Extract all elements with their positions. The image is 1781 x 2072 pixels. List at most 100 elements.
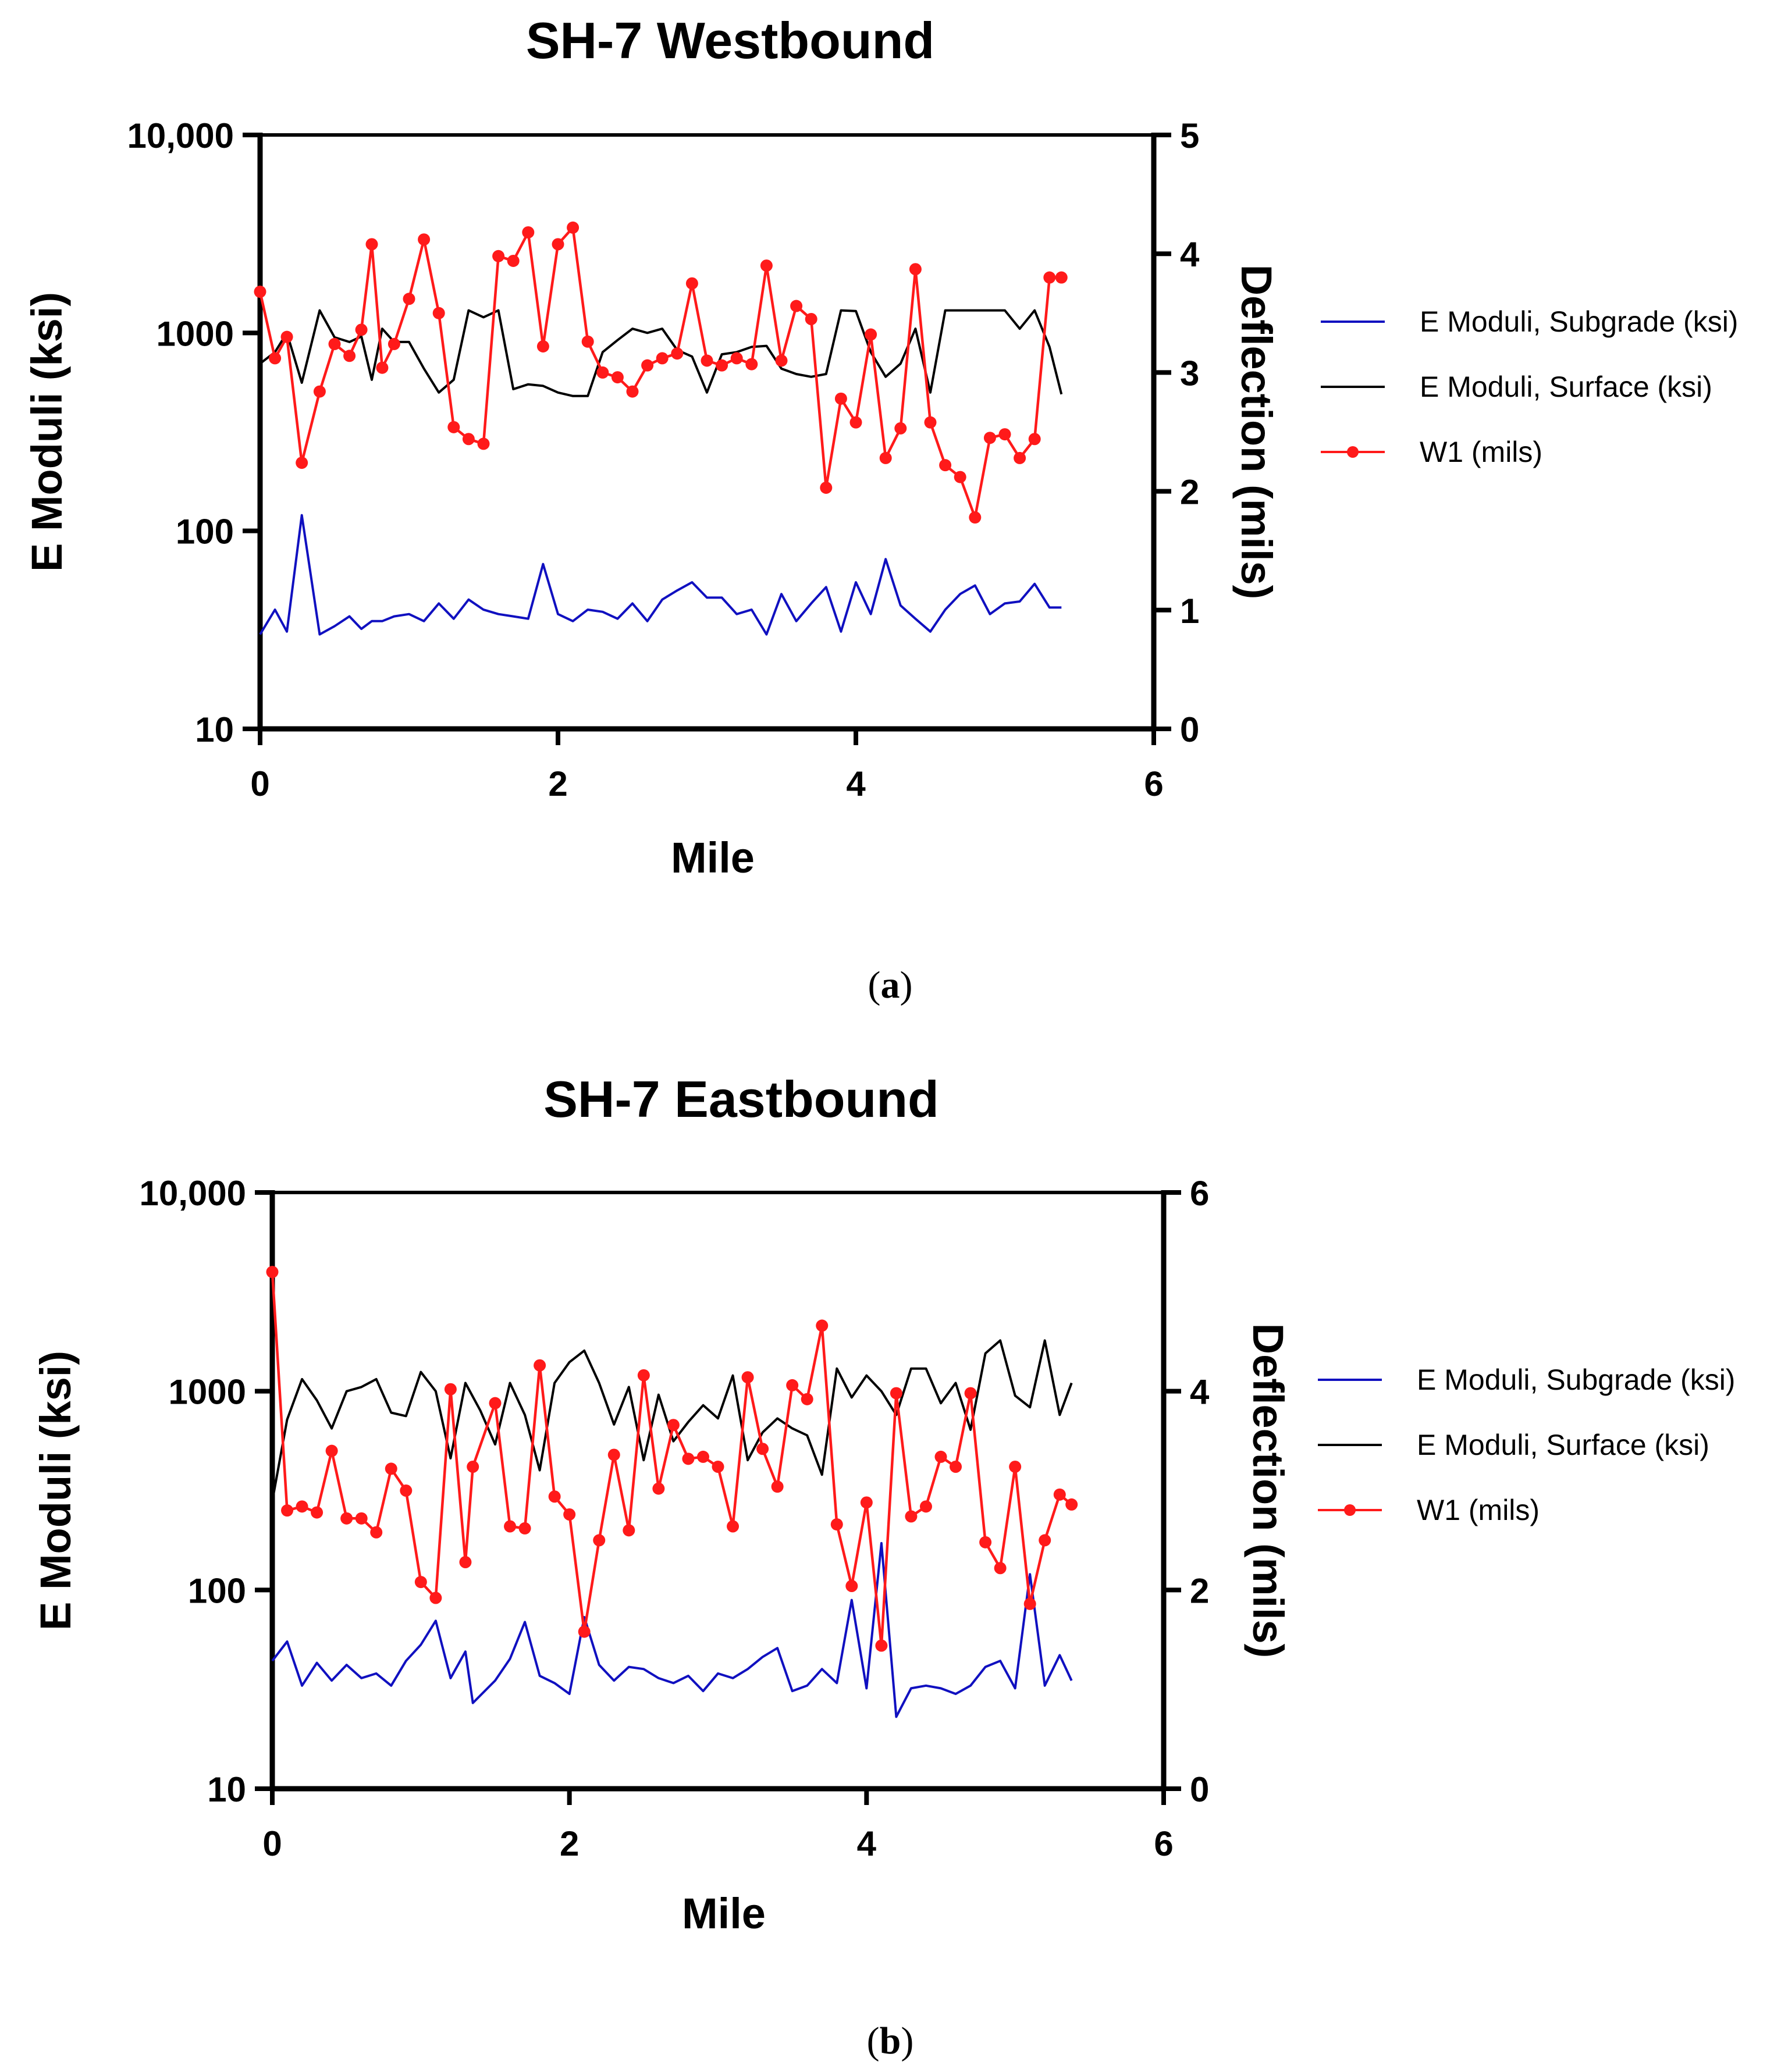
y-right-tick-label: 4 bbox=[1190, 1373, 1210, 1412]
legend-label: E Moduli, Surface (ksi) bbox=[1417, 1429, 1709, 1461]
data-point bbox=[388, 337, 400, 350]
y-left-tick-label: 10,000 bbox=[139, 1174, 246, 1213]
data-point bbox=[447, 421, 460, 433]
series-0 bbox=[271, 1541, 1073, 1718]
data-point bbox=[365, 238, 378, 251]
data-point bbox=[563, 1508, 576, 1521]
data-point bbox=[656, 352, 669, 365]
data-point bbox=[328, 337, 341, 350]
data-point bbox=[964, 1387, 977, 1400]
x-tick-label: 4 bbox=[857, 1824, 877, 1863]
data-point bbox=[994, 1562, 1007, 1575]
data-point bbox=[400, 1484, 413, 1497]
data-point bbox=[771, 1480, 784, 1493]
legend-marker bbox=[1344, 1504, 1356, 1516]
data-point bbox=[462, 433, 475, 446]
series-line bbox=[271, 1339, 1073, 1501]
legend-marker bbox=[1347, 446, 1359, 458]
data-point bbox=[801, 1393, 813, 1405]
data-point bbox=[756, 1443, 769, 1455]
y-right-tick-label: 0 bbox=[1190, 1770, 1209, 1809]
x-tick-label: 4 bbox=[846, 764, 866, 803]
y-right-tick-label: 5 bbox=[1180, 116, 1199, 155]
data-point bbox=[845, 1580, 858, 1592]
data-point bbox=[834, 392, 847, 405]
data-point bbox=[340, 1512, 353, 1525]
data-point bbox=[385, 1462, 397, 1475]
data-point bbox=[459, 1556, 472, 1568]
y-left-tick-label: 1000 bbox=[157, 314, 234, 353]
data-point bbox=[489, 1397, 502, 1409]
legend: E Moduli, Subgrade (ksi) E Moduli, Surfac… bbox=[1321, 305, 1738, 468]
data-point bbox=[641, 359, 654, 372]
panel-label: (a) bbox=[868, 964, 913, 1006]
data-point bbox=[507, 254, 520, 267]
legend-label: W1 (mils) bbox=[1417, 1494, 1540, 1526]
data-point bbox=[983, 432, 996, 444]
y-left-tick-label: 1000 bbox=[169, 1373, 246, 1412]
data-point bbox=[950, 1461, 962, 1473]
data-point bbox=[1043, 271, 1056, 284]
data-point bbox=[518, 1522, 531, 1535]
data-point bbox=[593, 1534, 606, 1547]
data-point bbox=[820, 481, 833, 494]
data-point bbox=[685, 277, 698, 290]
y-right-tick-label: 4 bbox=[1180, 235, 1200, 274]
data-point bbox=[1055, 271, 1068, 284]
data-point bbox=[924, 416, 937, 429]
data-point bbox=[626, 385, 639, 398]
x-tick-label: 2 bbox=[560, 1824, 579, 1863]
data-point bbox=[504, 1520, 517, 1533]
data-point bbox=[1065, 1498, 1078, 1511]
series-0 bbox=[259, 514, 1062, 636]
data-point bbox=[816, 1319, 829, 1332]
x-axis-label: Mile bbox=[671, 834, 755, 882]
y-left-tick-label: 100 bbox=[188, 1571, 246, 1610]
data-point bbox=[712, 1461, 724, 1473]
chart-panel-b: SH-7 Eastbound 0 2 4 6 10 100 1000 10,000 0 2 4 6 Mil… bbox=[31, 1070, 1735, 2062]
y-right-tick-label: 0 bbox=[1180, 710, 1199, 749]
data-point bbox=[879, 451, 892, 464]
y-left-tick-label: 10,000 bbox=[127, 116, 234, 155]
data-point bbox=[786, 1379, 799, 1391]
data-point bbox=[682, 1452, 695, 1465]
data-point bbox=[909, 263, 922, 276]
data-point bbox=[1039, 1534, 1051, 1547]
data-point bbox=[534, 1359, 546, 1372]
y-right-axis-label: Deflection (mils) bbox=[1232, 265, 1281, 600]
data-point bbox=[429, 1592, 442, 1604]
data-point bbox=[296, 1500, 308, 1513]
x-axis-label: Mile bbox=[682, 1889, 766, 1938]
x-tick-label: 0 bbox=[262, 1824, 282, 1863]
data-point bbox=[611, 371, 624, 384]
data-point bbox=[269, 352, 282, 365]
data-point bbox=[905, 1510, 918, 1523]
chart-panel-a: SH-7 Westbound 0 2 4 6 10 100 1000 10,000 0 1 2 3 4 5 M… bbox=[23, 12, 1738, 1006]
data-point bbox=[979, 1536, 992, 1548]
y-right-tick-label: 1 bbox=[1180, 592, 1199, 631]
series-2 bbox=[266, 1266, 1078, 1652]
data-point bbox=[477, 437, 490, 450]
data-point bbox=[998, 428, 1011, 441]
series-line bbox=[271, 1541, 1073, 1718]
data-point bbox=[939, 459, 952, 472]
data-point bbox=[667, 1419, 680, 1432]
data-point bbox=[696, 1450, 709, 1463]
y-right-tick-label: 2 bbox=[1180, 473, 1199, 512]
data-point bbox=[860, 1496, 873, 1509]
data-point bbox=[805, 313, 817, 326]
data-point bbox=[254, 286, 266, 298]
data-point bbox=[969, 511, 982, 524]
y-left-tick-label: 100 bbox=[176, 512, 234, 551]
data-point bbox=[581, 335, 594, 348]
data-point bbox=[919, 1500, 932, 1513]
data-point bbox=[894, 422, 907, 435]
data-point bbox=[849, 416, 862, 429]
legend: E Moduli, Subgrade (ksi) E Moduli, Surfac… bbox=[1318, 1363, 1735, 1526]
data-point bbox=[444, 1383, 457, 1395]
chart-title: SH-7 Westbound bbox=[526, 12, 934, 69]
data-point bbox=[760, 259, 773, 272]
data-point bbox=[343, 350, 356, 362]
data-point bbox=[548, 1490, 561, 1503]
